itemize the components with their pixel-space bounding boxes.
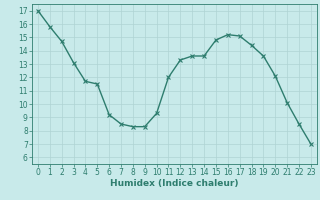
X-axis label: Humidex (Indice chaleur): Humidex (Indice chaleur) bbox=[110, 179, 239, 188]
